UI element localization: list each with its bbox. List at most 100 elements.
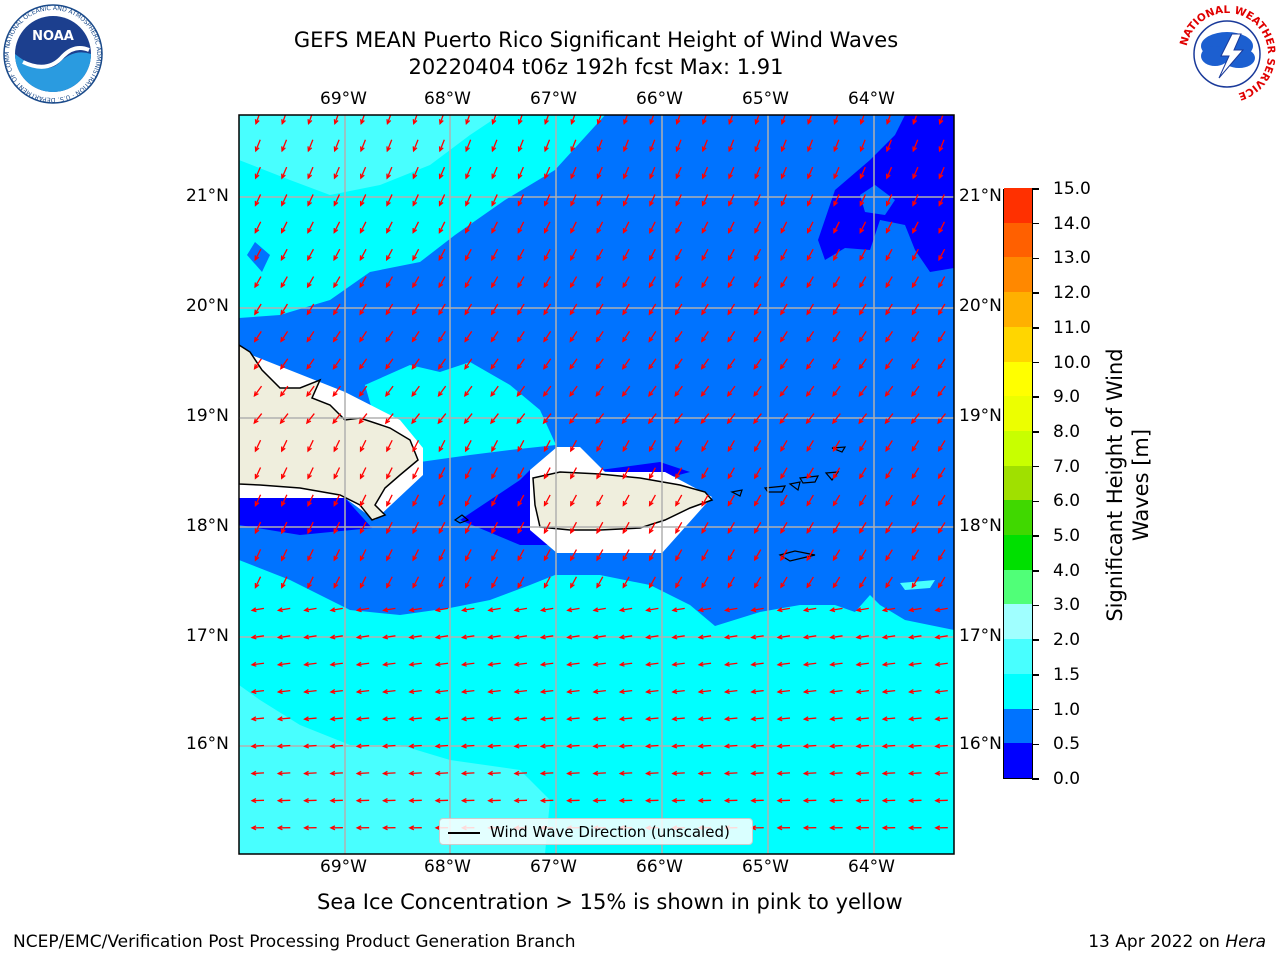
wind-wave-arrow: [885, 221, 893, 233]
wind-wave-arrow: [464, 303, 473, 315]
wind-wave-arrowhead: [386, 446, 391, 453]
wind-wave-arrow: [593, 772, 606, 775]
wind-wave-arrowhead: [438, 446, 444, 453]
wind-wave-arrow: [307, 166, 314, 179]
wind-wave-arrow: [779, 413, 789, 424]
wind-wave-arrow: [412, 576, 420, 588]
wind-wave-arrowhead: [701, 446, 707, 453]
wind-wave-arrow: [307, 276, 315, 288]
wind-wave-arrowhead: [829, 661, 836, 667]
wind-wave-arrowhead: [305, 418, 312, 425]
wind-wave-arrowhead: [281, 583, 286, 589]
wind-wave-arrow: [465, 467, 472, 479]
wind-wave-arrow: [937, 331, 946, 342]
colorbar-segment: [1004, 256, 1032, 293]
wind-wave-arrowhead: [855, 661, 862, 667]
lon-label-bottom-65w: 65°W: [742, 857, 789, 877]
wind-wave-arrowhead: [724, 607, 730, 613]
footer-date: 13 Apr 2022 on Hera: [1088, 932, 1266, 952]
wind-wave-arrow: [543, 276, 551, 288]
wind-wave-arrow: [304, 689, 317, 693]
wind-wave-arrowhead: [355, 661, 362, 667]
wind-wave-arrowhead: [434, 607, 441, 613]
wind-wave-arrowhead: [779, 418, 785, 425]
wind-wave-arrow: [570, 166, 577, 179]
wind-wave-arrow: [620, 717, 633, 720]
wind-wave-arrowhead: [674, 364, 680, 370]
wind-wave-arrowhead: [411, 418, 417, 425]
wind-wave-arrowhead: [780, 255, 786, 262]
colorbar-segment: [1004, 222, 1032, 258]
wind-wave-arrow: [307, 549, 314, 561]
wind-wave-arrowhead: [649, 200, 654, 207]
wind-wave-arrow: [830, 717, 843, 720]
wind-wave-arrow: [672, 772, 685, 775]
wind-wave-arrowhead: [254, 528, 260, 535]
wind-wave-arrow: [465, 221, 472, 233]
wind-wave-arrowhead: [886, 119, 891, 126]
wind-wave-arrowhead: [385, 255, 391, 262]
wind-wave-arrow: [780, 221, 788, 233]
wind-wave-arrowhead: [622, 555, 628, 562]
wind-wave-arrow: [886, 139, 893, 152]
wind-wave-arrowhead: [303, 634, 310, 640]
wind-wave-arrowhead: [648, 309, 654, 316]
wind-wave-arrowhead: [517, 282, 523, 289]
wind-wave-arrow: [517, 358, 525, 370]
colorbar-tick-label: 9.0: [1053, 387, 1081, 408]
wind-wave-arrowhead: [723, 716, 730, 722]
wind-wave-arrow: [672, 607, 685, 612]
wind-wave-arrow: [622, 248, 630, 261]
wind-wave-arrowhead: [329, 689, 336, 695]
wind-wave-arrowhead: [438, 555, 444, 562]
wind-wave-arrow: [675, 303, 683, 315]
wind-wave-arrow: [859, 467, 867, 479]
wind-wave-arrow: [701, 521, 709, 534]
wind-wave-arrowhead: [544, 146, 549, 153]
wind-wave-arrowhead: [645, 743, 651, 749]
wind-wave-arrowhead: [938, 146, 944, 153]
wind-wave-arrow: [412, 494, 420, 506]
wind-wave-arrow: [597, 139, 603, 152]
wind-wave-arrow: [675, 276, 683, 288]
wind-wave-arrow: [806, 385, 815, 397]
wind-wave-arrow: [385, 303, 394, 315]
wind-wave-arrowhead: [937, 336, 943, 343]
wind-wave-arrow: [465, 521, 472, 534]
wind-wave-arrow: [885, 576, 893, 588]
wind-wave-arrow: [804, 689, 817, 693]
wind-wave-arrowhead: [333, 119, 339, 126]
colorbar-tick-label: 13.0: [1053, 248, 1091, 269]
wind-wave-arrowhead: [780, 500, 786, 507]
wind-wave-arrowhead: [487, 743, 494, 749]
wind-wave-arrowhead: [303, 689, 310, 695]
wind-wave-arrow: [254, 276, 262, 288]
wind-wave-arrow: [911, 303, 920, 315]
wind-wave-arrowhead: [355, 607, 362, 613]
wind-wave-arrowhead: [592, 716, 599, 722]
wind-wave-arrow: [728, 166, 735, 179]
wind-wave-arrowhead: [622, 528, 628, 535]
wind-wave-arrowhead: [438, 146, 444, 153]
wind-wave-arrowhead: [464, 282, 470, 289]
wind-wave-arrowhead: [570, 500, 575, 507]
wind-wave-arrow: [675, 194, 682, 206]
wind-wave-arrow: [885, 522, 893, 533]
wind-wave-arrow: [411, 385, 420, 397]
wind-wave-arrowhead: [359, 446, 365, 453]
wind-wave-arrow: [754, 248, 762, 261]
wind-wave-arrow: [649, 115, 655, 124]
wind-wave-arrow: [727, 331, 736, 342]
colorbar-tick-label: 1.0: [1053, 699, 1081, 720]
wind-wave-arrowhead: [465, 200, 470, 207]
wind-wave-arrow: [439, 115, 444, 124]
wind-wave-arrow: [543, 440, 551, 452]
wind-wave-arrowhead: [911, 582, 917, 589]
wind-wave-arrowhead: [829, 716, 836, 722]
wind-wave-arrowhead: [307, 119, 313, 126]
wind-wave-arrow: [672, 662, 685, 666]
wind-wave-arrowhead: [464, 255, 470, 262]
wind-wave-arrowhead: [306, 282, 312, 289]
wind-wave-arrow: [333, 439, 341, 452]
wind-wave-arrowhead: [723, 743, 730, 749]
